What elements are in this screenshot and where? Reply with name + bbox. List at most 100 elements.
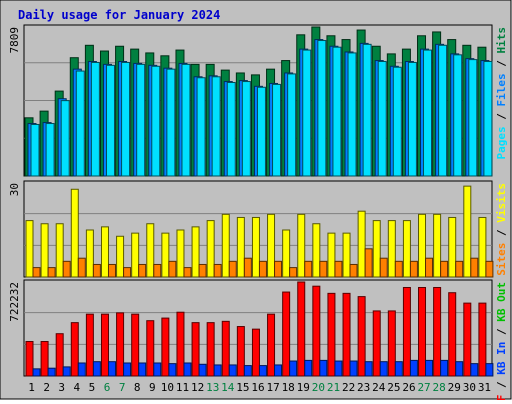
bar-kb-f xyxy=(267,313,276,377)
bar-visits xyxy=(297,213,306,278)
legend-entry: Hits xyxy=(495,27,508,54)
bar-visits xyxy=(327,232,336,278)
bar-kb-in xyxy=(92,361,101,377)
bar-visits xyxy=(372,220,381,278)
bar-sites xyxy=(92,263,101,278)
bar-visits xyxy=(161,232,170,278)
bar-pages xyxy=(377,61,387,177)
bar-pages xyxy=(196,77,206,177)
bar-kb-in xyxy=(425,359,434,377)
bar-kb-f xyxy=(70,322,79,377)
bar-kb-f xyxy=(251,328,260,377)
bar-kb-in xyxy=(243,365,252,377)
bar-sites xyxy=(470,257,479,278)
bar-pages xyxy=(151,65,161,177)
bar-kb-in xyxy=(258,365,267,377)
bar-kb-f xyxy=(191,322,200,377)
bar-pages xyxy=(211,76,221,177)
bar-kb-f xyxy=(55,333,64,377)
x-tick-label: 29 xyxy=(448,381,461,394)
bar-kb-in xyxy=(409,359,418,377)
bar-sites xyxy=(123,267,132,278)
bar-pages xyxy=(166,68,176,177)
bar-kb-in xyxy=(364,361,373,377)
bar-pages xyxy=(287,73,297,177)
x-tick-label: 10 xyxy=(161,381,174,394)
x-tick-label: 25 xyxy=(387,381,400,394)
bar-kb-f xyxy=(402,286,411,377)
bar-kb-in xyxy=(379,361,388,377)
bar-pages xyxy=(453,54,463,177)
bar-visits xyxy=(402,220,411,278)
bar-visits xyxy=(191,226,200,278)
bar-visits xyxy=(146,223,155,278)
y-max-label: 722232 xyxy=(8,282,21,322)
bar-sites xyxy=(440,260,449,278)
bar-kb-f xyxy=(146,320,155,377)
panel-kbytes: 722232KB F / KB In / KB Out xyxy=(8,279,508,404)
bar-pages xyxy=(362,43,372,177)
bar-kb-f xyxy=(221,320,230,377)
bar-kb-in xyxy=(349,360,358,377)
x-tick-label: 15 xyxy=(236,381,249,394)
bar-sites xyxy=(455,260,464,278)
x-tick-label: 26 xyxy=(402,381,415,394)
bar-visits xyxy=(312,223,321,278)
legend-entry: KB F xyxy=(495,395,508,400)
bar-kb-f xyxy=(236,326,245,377)
bar-kb-in xyxy=(319,359,328,377)
bar-pages xyxy=(75,70,85,177)
bar-sites xyxy=(258,260,267,278)
bar-visits xyxy=(342,232,351,278)
bar-visits xyxy=(206,220,215,278)
bar-pages xyxy=(423,49,433,177)
x-tick-label: 8 xyxy=(134,381,141,394)
bar-kb-in xyxy=(289,360,298,377)
bar-visits xyxy=(176,229,185,278)
bar-kb-in xyxy=(334,360,343,377)
bar-kb-in xyxy=(455,361,464,377)
bar-visits xyxy=(221,213,230,278)
bar-sites xyxy=(213,263,222,278)
bar-kb-in xyxy=(123,362,132,377)
bar-visits xyxy=(100,226,109,278)
bar-kb-f xyxy=(176,311,185,377)
panel-visits-sites: 30 Sites / Visits xyxy=(8,180,508,278)
bar-kb-f xyxy=(372,310,381,377)
bar-pages xyxy=(45,123,55,177)
bar-pages xyxy=(302,49,312,177)
bar-kb-in xyxy=(470,363,479,377)
bar-kb-f xyxy=(297,281,306,377)
bar-kb-in xyxy=(394,361,403,377)
bar-pages xyxy=(136,63,146,177)
legend-entry: KB Out xyxy=(495,282,508,322)
bar-visits xyxy=(116,235,125,278)
bar-pages xyxy=(438,44,448,177)
x-tick-label: 24 xyxy=(372,381,386,394)
bar-visits xyxy=(463,185,472,278)
x-tick-label: 9 xyxy=(149,381,156,394)
bar-pages xyxy=(407,61,417,177)
bar-sites xyxy=(138,263,147,278)
x-tick-label: 1 xyxy=(28,381,35,394)
bar-sites xyxy=(425,257,434,278)
bar-pages xyxy=(483,61,493,177)
bar-visits xyxy=(25,220,34,278)
bar-visits xyxy=(357,210,366,278)
x-tick-label: 23 xyxy=(357,381,370,394)
bar-visits xyxy=(55,223,64,278)
bar-pages xyxy=(347,52,357,177)
bar-kb-f xyxy=(25,341,34,377)
y-max-label: 30 xyxy=(8,183,21,196)
bar-sites xyxy=(319,260,328,278)
bar-kb-f xyxy=(357,296,366,377)
bar-visits xyxy=(282,229,291,278)
x-tick-label: 17 xyxy=(266,381,279,394)
bar-pages xyxy=(105,64,115,177)
bar-sites xyxy=(62,260,71,278)
bar-sites xyxy=(32,267,41,278)
bar-kb-f xyxy=(433,286,442,377)
bar-kb-f xyxy=(418,286,427,377)
bar-sites xyxy=(304,260,313,278)
